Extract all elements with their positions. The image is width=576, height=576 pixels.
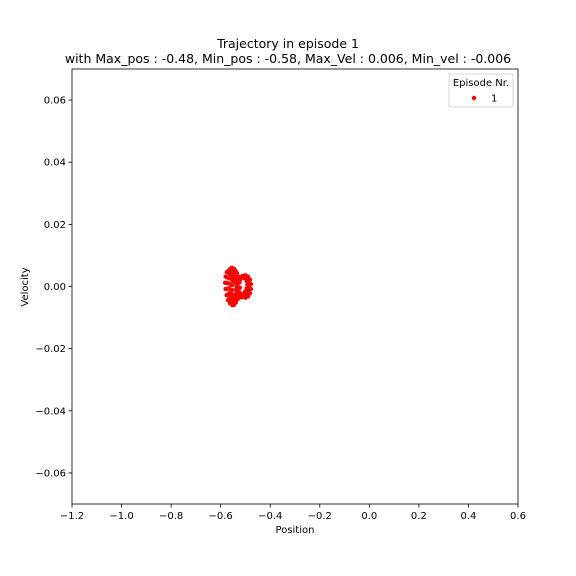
x-tick-label: −1.0 <box>109 511 133 522</box>
y-tick-label: 0.06 <box>44 96 66 107</box>
y-tick-label: 0.04 <box>44 158 66 169</box>
x-tick-label: 0.0 <box>361 511 377 522</box>
data-point <box>233 287 239 292</box>
legend-title: Episode Nr. <box>453 78 509 89</box>
x-tick-label: −0.2 <box>308 511 332 522</box>
x-axis-label: Position <box>276 525 315 536</box>
data-point <box>226 281 231 286</box>
data-point <box>228 293 234 299</box>
x-tick-label: 0.2 <box>411 511 427 522</box>
data-point <box>237 285 242 290</box>
x-tick-label: −1.2 <box>60 511 84 522</box>
x-tick-label: 0.4 <box>460 511 476 522</box>
y-tick-label: −0.02 <box>35 344 66 355</box>
data-point <box>232 271 237 277</box>
x-axis: −1.2 −1.0 −0.8 −0.6 −0.4 −0.2 0.0 0.2 0.4 0.6 <box>60 504 526 522</box>
legend-box <box>448 73 514 108</box>
y-tick-label: −0.06 <box>35 468 66 479</box>
data-point <box>245 289 251 294</box>
y-tick-label: 0.00 <box>44 282 66 293</box>
y-tick-label: 0.02 <box>44 220 66 231</box>
y-axis: 0.06 0.04 0.02 0.00 −0.02 −0.04 −0.06 <box>35 96 72 479</box>
x-tick-label: −0.6 <box>209 511 233 522</box>
data-point <box>229 288 235 293</box>
x-tick-label: −0.8 <box>159 511 183 522</box>
data-point <box>235 292 240 297</box>
chart-title-line1: Trajectory in episode 1 <box>217 36 359 51</box>
data-point <box>226 286 232 291</box>
x-tick-label: 0.6 <box>510 511 526 522</box>
y-tick-label: −0.04 <box>35 406 66 417</box>
data-point <box>237 274 243 280</box>
data-point <box>234 283 239 288</box>
legend-entry-label: 1 <box>491 94 497 105</box>
chart-title-line2: with Max_pos : -0.48, Min_pos : -0.58, M… <box>64 51 512 66</box>
scatter-points <box>222 265 254 308</box>
data-point <box>227 271 233 277</box>
data-point <box>246 285 252 290</box>
plot-area-frame <box>71 68 519 505</box>
data-point <box>233 278 238 283</box>
data-point <box>229 283 235 288</box>
legend-marker <box>471 95 477 101</box>
data-point <box>246 281 252 286</box>
x-tick-label: −0.4 <box>258 511 282 522</box>
legend: Episode Nr. 1 <box>448 73 514 108</box>
data-point <box>226 276 232 281</box>
y-axis-label: Velocity <box>20 267 31 306</box>
